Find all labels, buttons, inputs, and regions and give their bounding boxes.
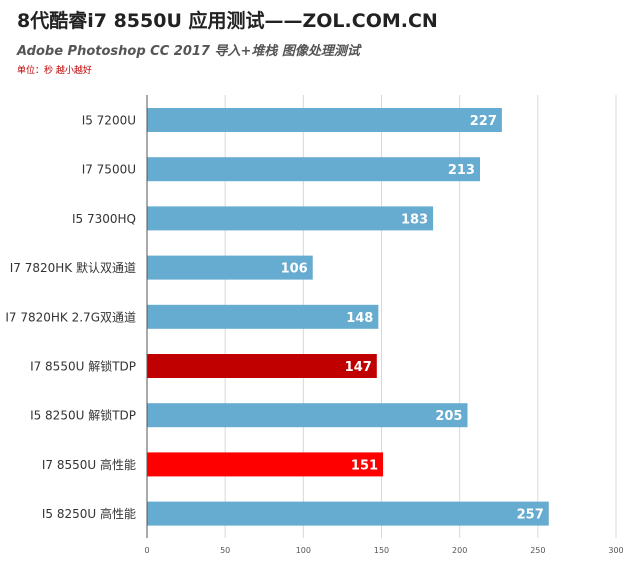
bar: [147, 255, 313, 280]
bar: [147, 452, 384, 477]
x-tick-label: 200: [452, 546, 467, 555]
data-label: 213: [448, 163, 475, 178]
category-label: I7 7500U: [82, 163, 136, 177]
category-label: I5 8250U 解锁TDP: [30, 408, 136, 423]
data-label: 257: [517, 508, 544, 523]
x-tick-label: 250: [530, 546, 545, 555]
category-label: I7 8550U 高性能: [42, 457, 136, 472]
data-label: 205: [435, 409, 462, 424]
data-label: 151: [351, 458, 378, 473]
bar: [147, 157, 480, 182]
x-tick-label: 300: [608, 546, 623, 555]
data-label: 147: [345, 360, 372, 375]
category-label: I7 7820HK 默认双通道: [10, 260, 136, 275]
x-tick-label: 0: [144, 546, 149, 555]
data-label: 148: [346, 311, 373, 326]
bar: [147, 354, 377, 378]
bar: [147, 304, 379, 329]
bar: [147, 501, 549, 526]
bar: [147, 403, 468, 428]
unit-note: 单位：秒 越小越好: [17, 66, 92, 76]
x-tick-label: 150: [374, 546, 389, 555]
category-label: I7 8550U 解锁TDP: [30, 359, 136, 374]
bar: [147, 206, 434, 231]
category-label: I7 7820HK 2.7G双通道: [5, 310, 136, 324]
bar: [147, 108, 502, 132]
data-label: 183: [401, 212, 428, 227]
x-tick-label: 50: [220, 546, 230, 555]
category-label: I5 8250U 高性能: [42, 506, 136, 521]
x-tick-label: 100: [296, 546, 311, 555]
data-label: 227: [470, 114, 497, 129]
category-label: I5 7300HQ: [72, 212, 136, 226]
chart-title: 8代酷睿i7 8550U 应用测试——ZOL.COM.CN: [17, 10, 438, 32]
data-label: 106: [281, 262, 308, 277]
chart-subtitle: Adobe Photoshop CC 2017 导入+堆栈 图像处理测试: [17, 44, 360, 59]
category-label: I5 7200U: [82, 114, 136, 128]
